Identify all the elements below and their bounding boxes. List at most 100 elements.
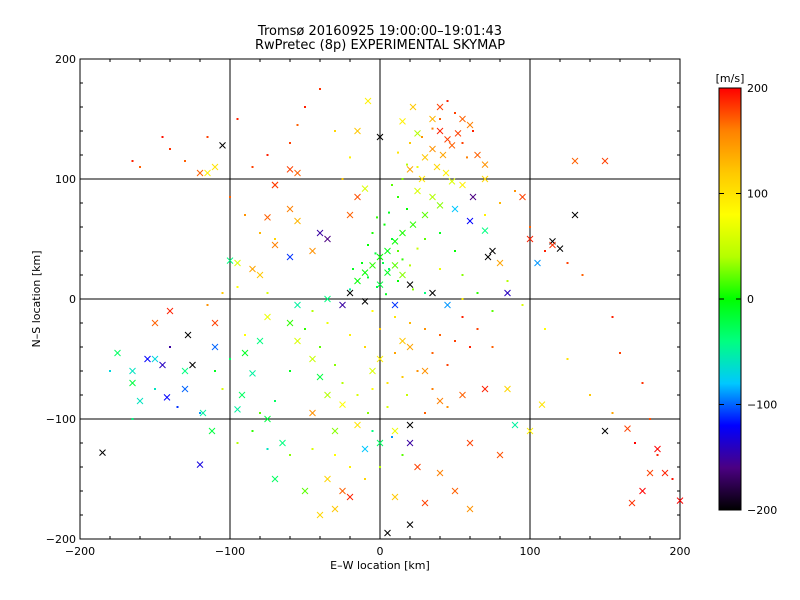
data-point-dot [506, 280, 509, 282]
data-point-x [444, 136, 451, 143]
data-point-x [391, 427, 399, 435]
data-point-x [406, 421, 414, 429]
data-point-dot [349, 334, 351, 336]
data-point-x [466, 505, 474, 513]
data-point-dot [406, 394, 408, 396]
data-point-dot [412, 288, 414, 291]
data-point-x [391, 301, 399, 309]
x-tick-label: 100 [520, 545, 541, 558]
data-point-dot [274, 238, 276, 240]
data-point-x [639, 487, 646, 495]
data-point-x [181, 367, 189, 375]
data-point-x [294, 301, 301, 309]
data-point-dot [176, 406, 179, 408]
data-point-dot [469, 346, 471, 348]
data-point-x [376, 133, 384, 141]
colorbar-label: [m/s] [716, 72, 745, 85]
data-point-x [324, 391, 331, 399]
data-point-dot [386, 406, 389, 408]
data-point-x [309, 355, 316, 363]
y-tick-label: 100 [55, 173, 76, 186]
data-point-dot [169, 346, 171, 348]
data-point-dot [566, 358, 569, 360]
data-point-x [676, 497, 684, 504]
data-point-dot [431, 127, 434, 130]
data-point-dot [169, 148, 171, 150]
data-point-x [436, 202, 444, 209]
data-point-dot [416, 370, 419, 372]
data-point-x [316, 511, 324, 519]
data-point-dot [214, 370, 216, 372]
data-point-x [211, 163, 219, 171]
data-point-x [354, 421, 361, 429]
data-point-x [264, 214, 271, 221]
data-point-dot [386, 382, 389, 384]
data-point-x [436, 397, 444, 405]
data-point-dot [289, 370, 291, 372]
data-point-dot [382, 262, 384, 264]
data-point-dot [109, 370, 111, 372]
y-tick-label: −200 [46, 533, 76, 546]
data-point-dot [529, 226, 531, 228]
data-point-x [399, 229, 406, 237]
data-point-dot [311, 448, 314, 450]
data-point-dot [634, 442, 636, 444]
data-point-x [226, 257, 234, 264]
data-point-x [279, 439, 286, 447]
data-point-x [114, 349, 121, 357]
data-point-dot [566, 262, 569, 264]
data-point-x [159, 361, 166, 369]
data-point-x [624, 425, 631, 432]
data-point-x [309, 247, 316, 255]
data-point-x [316, 373, 324, 381]
y-tick-label: 200 [55, 53, 76, 66]
data-point-dot [236, 286, 239, 288]
data-point-dot [641, 382, 644, 384]
data-point-dot [289, 454, 291, 456]
data-point-dot [349, 156, 351, 159]
data-point-x [324, 295, 331, 303]
data-point-x [196, 169, 204, 177]
data-point-dot [397, 196, 399, 198]
colorbar-ticks: 200 100 0 −100 −200 [719, 82, 777, 517]
data-point-x [421, 499, 429, 507]
data-point-dot [379, 466, 381, 468]
data-point-dot [397, 151, 399, 154]
data-point-dot [439, 334, 441, 336]
data-point-dot [424, 292, 426, 294]
data-point-x [436, 103, 444, 111]
data-point-x [406, 166, 414, 173]
data-point-x [534, 259, 541, 267]
data-point-x [414, 463, 421, 471]
data-point-dot [199, 412, 201, 414]
data-point-dot [581, 274, 584, 276]
data-point-x [331, 505, 339, 513]
data-point-dot [341, 178, 344, 180]
data-point-dot [439, 118, 441, 120]
data-point-x [271, 475, 279, 483]
data-point-x [286, 253, 294, 261]
colorbar-tick-label: 200 [747, 82, 768, 95]
data-point-x [406, 521, 414, 528]
data-point-x [444, 301, 451, 309]
data-point-x [399, 118, 406, 125]
data-point-dot [391, 184, 393, 186]
data-point-x [409, 221, 417, 228]
data-point-x [324, 475, 331, 483]
data-point-x [601, 157, 609, 165]
data-point-dot [401, 258, 404, 261]
data-point-dot [154, 388, 156, 390]
data-point-x [451, 205, 459, 213]
data-point-x [601, 427, 609, 435]
data-point-dot [514, 190, 516, 192]
colorbar: 200 100 0 −100 −200 [m/s] [716, 72, 778, 517]
data-point-dot [611, 412, 614, 414]
data-point-dot [424, 412, 426, 414]
x-axis-label: E–W location [km] [330, 559, 430, 572]
data-point-x [436, 469, 444, 477]
data-point-x [466, 439, 474, 447]
data-point-x [301, 487, 309, 495]
data-point-dot [274, 400, 276, 402]
data-point-dot [431, 352, 434, 354]
data-point-dot [406, 208, 408, 210]
